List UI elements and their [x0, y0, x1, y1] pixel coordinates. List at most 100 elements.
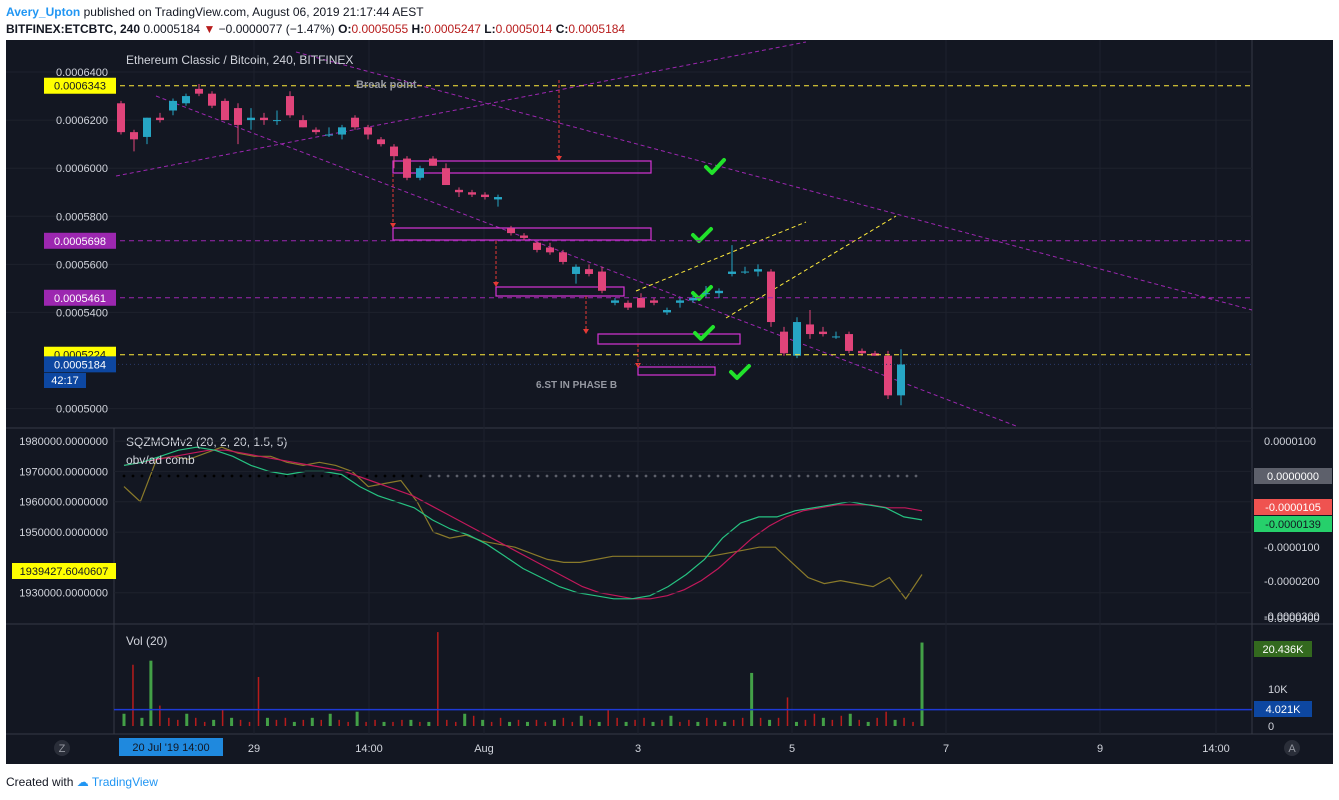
volume-axis[interactable]: 10K 0 20.436K 4.021K [1254, 641, 1312, 733]
time-tick-label: 29 [248, 743, 260, 755]
volume-bar [499, 717, 502, 726]
zero-dot [203, 474, 207, 478]
zero-dot [815, 474, 819, 478]
price-tick-label: 0.0005800 [56, 211, 108, 223]
zero-dot [770, 474, 774, 478]
osc-series-line [123, 449, 923, 600]
zero-dot [860, 474, 864, 478]
zero-dot [590, 474, 594, 478]
zero-dot [869, 474, 873, 478]
candle-body [325, 134, 333, 136]
zero-dot [509, 474, 513, 478]
candle-body [234, 108, 242, 125]
osc-left-axis[interactable]: 1980000.0000000 1970000.0000000 1960000.00… [19, 436, 1252, 600]
candle-body [637, 298, 645, 308]
open-value: 0.0005055 [351, 22, 409, 36]
osc-right-tick: -0.0000400 [1264, 613, 1320, 625]
volume-bars [122, 632, 924, 726]
zero-dot [698, 474, 702, 478]
volume-bar [912, 721, 914, 726]
zero-dot [878, 474, 882, 478]
zoom-button[interactable] [54, 740, 70, 756]
range-box-1 [392, 160, 652, 174]
range-box-2 [392, 227, 652, 241]
chart-canvas[interactable]: Ethereum Classic / Bitcoin, 240, BITFINE… [6, 40, 1333, 764]
zero-dot [473, 474, 477, 478]
volume-bar [419, 721, 421, 726]
zero-dot [563, 474, 567, 478]
volume-bar [616, 717, 618, 726]
zero-dot [734, 474, 738, 478]
author-link[interactable]: Avery_Upton [6, 5, 81, 19]
close-value: 0.0005184 [568, 22, 626, 36]
volume-bar [248, 721, 251, 726]
volume-bar [230, 717, 234, 726]
zero-dot [176, 474, 180, 478]
volume-bar [544, 721, 547, 726]
osc-value-text: 0.0000000 [1267, 471, 1319, 483]
zero-dot [554, 474, 558, 478]
volume-bar [679, 721, 681, 726]
created-with-text: Created with [6, 775, 74, 789]
osc-right-tick: -0.0000100 [1264, 542, 1320, 554]
zero-dots [122, 474, 918, 478]
zero-dot [212, 474, 216, 478]
zero-dot [617, 474, 621, 478]
arrow-markers [390, 80, 641, 368]
zero-dot [824, 474, 828, 478]
zero-dot [536, 474, 540, 478]
price-axis[interactable]: 0.0006400 0.0006200 0.0006000 0.0005800 0.00… [56, 67, 108, 416]
price-label-badge [44, 356, 116, 373]
volume-bar [265, 717, 269, 726]
zero-dot [284, 474, 288, 478]
volume-bar [320, 719, 323, 726]
volume-bar [392, 721, 394, 726]
zero-dot [527, 474, 531, 478]
change-value: −0.0000077 (−1.47%) [218, 22, 335, 36]
time-axis[interactable]: 29 14:00 Aug 3 5 7 9 14:00 [248, 743, 1230, 755]
zero-dot [338, 474, 342, 478]
volume-bar [472, 715, 475, 726]
candle-body [572, 266, 580, 274]
candle-body [468, 192, 476, 195]
volume-bar [177, 719, 179, 726]
zero-dot [401, 474, 405, 478]
zero-dot [428, 474, 432, 478]
volume-bar [159, 705, 161, 726]
volume-bar [365, 721, 367, 726]
zero-dot [761, 474, 765, 478]
volume-title: Vol (20) [126, 634, 167, 648]
candle-body [117, 103, 125, 133]
candle-body [481, 194, 489, 198]
zero-dot [158, 474, 162, 478]
osc-left-tick: 1930000.0000000 [19, 588, 108, 600]
volume-bar [203, 721, 206, 726]
volume-bar [866, 721, 870, 726]
osc-right-axis[interactable]: 0.0000100-0.0000100-0.0000200-0.0000300-… [12, 436, 1332, 625]
range-start-label: 20 Jul '19 14:00 [132, 742, 209, 754]
candle-body [884, 355, 892, 396]
volume-bar [185, 713, 189, 726]
osc-right-tick: 0.0000100 [1264, 436, 1316, 448]
chart-container[interactable]: Ethereum Classic / Bitcoin, 240, BITFINE… [6, 40, 1333, 764]
candle-body [247, 117, 255, 121]
zero-dot [842, 474, 846, 478]
drawings [115, 41, 1253, 427]
oscillator-subtitle: obv/ad comb [126, 453, 195, 467]
zero-dot [662, 474, 666, 478]
volume-bar [132, 664, 134, 726]
candle-body [455, 189, 463, 193]
zero-dot [716, 474, 720, 478]
candle-body [832, 336, 840, 338]
candle-body [364, 127, 372, 135]
zero-dot [446, 474, 450, 478]
open-key: O: [338, 22, 352, 36]
volume-bar [696, 721, 700, 726]
candle-body [299, 120, 307, 128]
tradingview-link[interactable]: TradingView [91, 775, 158, 789]
annotation-break-point: Break point [356, 79, 417, 91]
zero-dot [239, 474, 243, 478]
auto-scale-button[interactable] [1284, 740, 1300, 756]
zero-dot [122, 474, 126, 478]
volume-bar [382, 721, 386, 726]
